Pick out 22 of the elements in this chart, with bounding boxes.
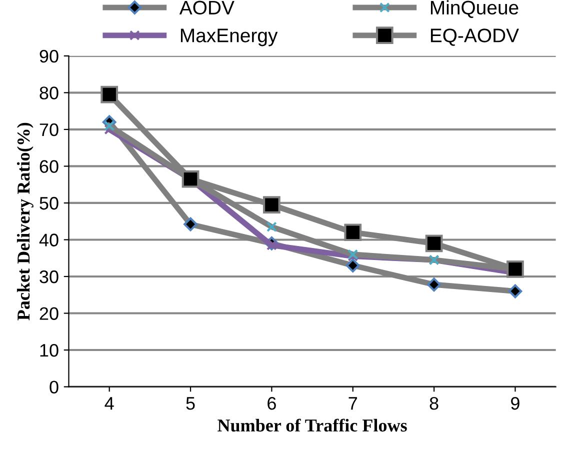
x-tick-label: 8 bbox=[430, 396, 438, 410]
legend-label: MaxEnergy bbox=[180, 28, 278, 46]
y-tick-label: 0 bbox=[50, 380, 58, 394]
y-axis-title: Packet Delivery Ratio(%) bbox=[16, 122, 34, 320]
legend-label: AODV bbox=[179, 0, 234, 15]
x-tick-label: 5 bbox=[186, 397, 195, 410]
x-tick-label: 6 bbox=[268, 396, 276, 410]
legend-label: MinQueue bbox=[430, 0, 518, 18]
y-tick-label: 60 bbox=[40, 160, 58, 173]
y-tick-label: 20 bbox=[40, 307, 58, 320]
y-tick-label: 90 bbox=[40, 50, 58, 63]
x-axis-title: Number of Traffic Flows bbox=[218, 418, 407, 432]
y-tick-label: 40 bbox=[39, 234, 58, 246]
y-tick-label: 70 bbox=[40, 123, 58, 136]
y-tick-label: 30 bbox=[40, 270, 58, 284]
x-tick-label: 4 bbox=[104, 397, 114, 410]
x-tick-label: 9 bbox=[511, 396, 520, 410]
x-tick-label: 7 bbox=[348, 397, 357, 410]
y-tick-label: 50 bbox=[40, 196, 58, 210]
y-tick-label: 80 bbox=[40, 86, 58, 100]
legend-label: EQ-AODV bbox=[430, 28, 519, 46]
y-tick-label: 10 bbox=[40, 344, 58, 357]
